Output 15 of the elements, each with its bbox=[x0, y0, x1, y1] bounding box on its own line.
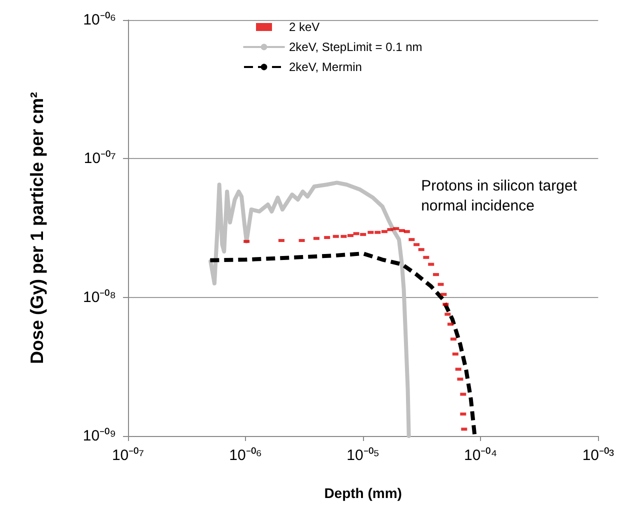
x-tick-label: 10⁻⁰³ bbox=[582, 447, 614, 464]
x-tick-label: 10⁻⁰⁷ bbox=[112, 447, 144, 464]
y-tick-label: 10⁻⁰⁸ bbox=[82, 288, 116, 306]
annotation: Protons in silicon target normal incidence bbox=[421, 178, 578, 214]
legend-label: 2keV, Mermin bbox=[289, 60, 362, 74]
x-tick-label: 10⁻⁰⁶ bbox=[229, 447, 262, 464]
x-tick-label: 10⁻⁰⁴ bbox=[464, 447, 498, 464]
x-axis-title: Depth (mm) bbox=[324, 485, 402, 501]
y-tick-label: 10⁻⁰⁹ bbox=[82, 428, 116, 444]
y-tick-label: 10⁻⁰⁶ bbox=[83, 12, 116, 28]
legend-label: 2keV, StepLimit = 0.1 nm bbox=[289, 40, 422, 54]
y-axis-title: Dose (Gy) per 1 particle per cm² bbox=[27, 92, 47, 364]
x-tick-label: 10⁻⁰⁵ bbox=[346, 447, 380, 464]
y-tick-label: 10⁻⁰⁷ bbox=[84, 150, 116, 168]
legend-label: 2 keV bbox=[289, 20, 320, 34]
